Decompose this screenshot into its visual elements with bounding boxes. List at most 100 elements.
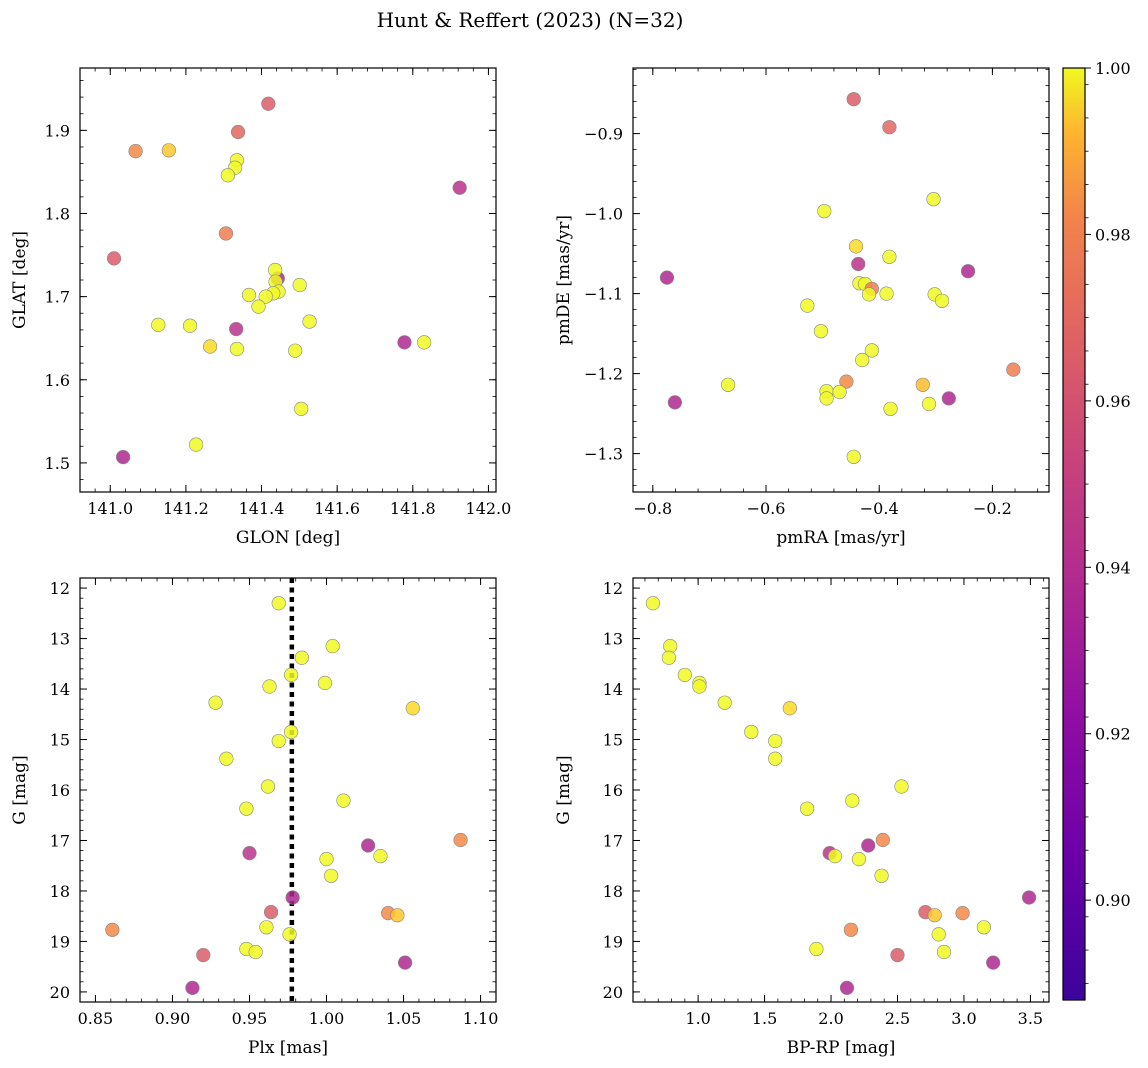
x-axis-label: BP-RP [mag] — [787, 1038, 896, 1058]
data-point — [768, 751, 783, 766]
data-point — [645, 596, 661, 611]
data-point — [452, 180, 467, 195]
data-point — [161, 143, 176, 158]
x-tick-label: 141.8 — [390, 499, 436, 518]
data-point — [667, 395, 682, 410]
panel-4: 1.0 1.5 2.0 2.5 3.0 3.5 12 13 14 15 16 17 18 19 20 BP-R… — [554, 577, 1050, 1058]
data-point — [846, 449, 861, 464]
data-point — [832, 384, 847, 400]
x-tick-label: 1.10 — [463, 1009, 499, 1028]
data-point — [926, 192, 941, 207]
data-point — [809, 941, 824, 957]
data-point — [453, 832, 468, 848]
data-point — [288, 343, 303, 358]
x-tick-label: 141.6 — [314, 499, 360, 518]
data-point — [883, 401, 898, 416]
data-point — [843, 922, 859, 937]
data-point — [819, 391, 834, 406]
data-point — [325, 639, 340, 654]
data-point — [851, 852, 867, 867]
data-point — [373, 849, 388, 864]
data-point — [827, 849, 843, 864]
data-point — [361, 838, 376, 853]
colorbar-tick-label: 0.96 — [1095, 392, 1131, 411]
x-axis-label: Plx [mas] — [248, 1038, 328, 1058]
y-tick-label: 1.9 — [45, 121, 70, 140]
data-point — [218, 226, 234, 241]
data-point — [294, 401, 309, 416]
colorbar-tick-label: 0.98 — [1095, 225, 1131, 244]
y-tick-label: 13 — [50, 630, 70, 649]
y-axis-label: G [mag] — [554, 755, 574, 824]
y-tick-label: 20 — [50, 983, 70, 1002]
y-tick-label: −1.3 — [584, 445, 623, 464]
x-tick-label: 0.85 — [78, 1009, 114, 1028]
data-point — [263, 905, 279, 920]
y-tick-label: −0.9 — [584, 125, 623, 144]
data-point — [242, 845, 257, 861]
data-point — [845, 793, 860, 808]
x-tick-label: 3.5 — [1018, 1009, 1043, 1028]
x-tick-label: −0.8 — [633, 499, 672, 518]
data-point — [271, 596, 286, 611]
y-tick-label: −1.0 — [584, 205, 623, 224]
data-point — [182, 318, 198, 333]
data-point — [800, 298, 815, 313]
data-point — [936, 944, 952, 960]
x-tick-label: −0.2 — [973, 499, 1012, 518]
data-point — [261, 96, 276, 111]
colorbar-ticks: 0.90 0.92 0.94 0.96 0.98 1.00 — [1085, 59, 1131, 984]
y-tick-label: 14 — [603, 680, 623, 699]
axes-frame — [632, 67, 1050, 493]
data-point — [931, 927, 946, 942]
data-point — [717, 695, 732, 710]
data-point — [248, 944, 263, 960]
x-axis-label: pmRA [mas/yr] — [776, 528, 905, 548]
data-point — [782, 701, 797, 716]
data-point — [283, 724, 299, 740]
data-point — [262, 679, 277, 694]
x-tick-label: 1.05 — [386, 1009, 422, 1028]
colorbar-tick-label: 1.00 — [1095, 59, 1131, 78]
panel-3: 0.85 0.90 0.95 1.00 1.05 1.10 12 13 14 15 16 17 18 19… — [10, 577, 499, 1058]
y-tick-label: 17 — [603, 831, 623, 850]
x-tick-label: 1.00 — [309, 1009, 345, 1028]
data-point — [294, 650, 309, 665]
x-tick-label: 0.90 — [155, 1009, 191, 1028]
y-tick-label: −1.2 — [584, 365, 623, 384]
x-tick-label: 2.0 — [818, 1009, 843, 1028]
data-point — [813, 324, 829, 339]
data-point — [927, 908, 942, 923]
data-point — [185, 980, 200, 995]
data-point — [720, 377, 736, 392]
y-tick-label: 1.7 — [45, 288, 70, 307]
axes-frame — [79, 577, 497, 1003]
x-tick-label: 142.0 — [466, 499, 512, 518]
data-point — [151, 317, 166, 332]
data-point — [208, 695, 223, 710]
y-axis-label: pmDE [mas/yr] — [554, 215, 574, 345]
data-point — [874, 868, 889, 883]
data-point — [271, 733, 286, 749]
data-point — [397, 335, 412, 350]
data-point — [882, 249, 897, 264]
data-point — [661, 650, 676, 665]
data-point — [1021, 890, 1037, 905]
data-point — [768, 733, 783, 749]
data-point — [128, 144, 143, 159]
data-point — [283, 667, 299, 683]
data-point — [839, 374, 854, 389]
data-point — [960, 264, 976, 279]
y-tick-label: 16 — [50, 781, 70, 800]
data-point — [846, 92, 861, 107]
x-tick-label: −0.6 — [747, 499, 786, 518]
x-tick-label: 1.5 — [752, 1009, 777, 1028]
data-point — [105, 922, 120, 937]
data-point — [189, 437, 204, 452]
y-tick-label: 13 — [603, 630, 623, 649]
data-point — [116, 449, 131, 465]
figure-title: Hunt & Reffert (2023) (N=32) — [377, 8, 684, 32]
data-point — [241, 287, 257, 303]
colorbar-tick-label: 0.94 — [1095, 558, 1131, 577]
data-point — [229, 321, 244, 337]
